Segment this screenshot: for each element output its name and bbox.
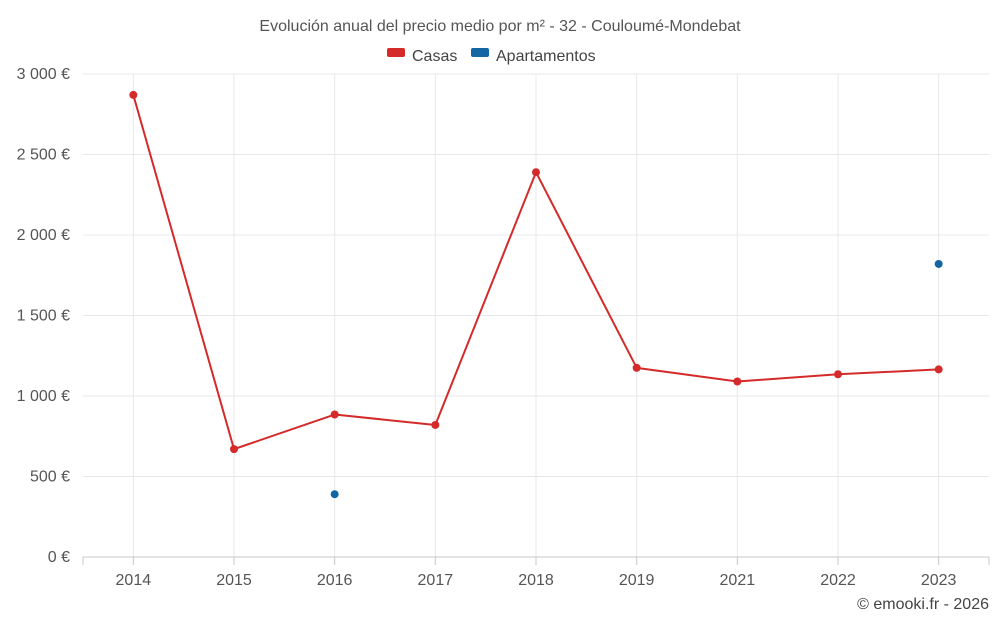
data-point-apartamentos[interactable] [934,259,943,268]
legend-label-casas[interactable]: Casas [412,48,457,65]
legend-label-apartamentos[interactable]: Apartamentos [496,48,596,65]
legend-swatch-apartamentos [471,48,489,57]
chart-title: Evolución anual del precio medio por m² … [259,18,741,35]
chart-series [129,90,943,499]
y-tick-label: 2 000 € [17,227,70,244]
x-tick-label: 2017 [418,572,454,589]
x-tick-label: 2018 [518,572,554,589]
data-point-casas[interactable] [532,168,540,177]
data-point-casas[interactable] [934,365,943,374]
x-tick-label: 2021 [720,572,756,589]
x-axis: 2014 2015 2016 2017 2018 2019 2021 2022 2023 [82,556,990,589]
y-tick-label: 1 000 € [17,388,70,405]
x-tick-label: 2016 [317,572,353,589]
y-tick-label: 500 € [30,469,70,486]
x-tick-label: 2022 [820,572,856,589]
data-point-casas[interactable] [834,370,842,379]
x-tick-label: 2014 [116,572,152,589]
y-axis: 0 € 500 € 1 000 € 1 500 € 2 000 € 2 500 € 3 00… [17,66,70,566]
y-tick-label: 2 500 € [17,147,70,164]
x-tick-label: 2015 [216,572,252,589]
data-point-casas[interactable] [733,377,742,386]
data-point-apartamentos[interactable] [330,490,339,499]
grid-lines [83,73,989,557]
x-tick-label: 2019 [619,572,655,589]
chart-legend: Casas Apartamentos [387,48,596,65]
data-point-casas[interactable] [330,410,339,419]
copyright-credit: © emooki.fr - 2026 [857,596,989,613]
x-tick-label: 2023 [921,572,957,589]
data-point-casas[interactable] [129,90,138,99]
data-point-casas[interactable] [632,363,641,372]
y-tick-label: 0 € [48,549,70,566]
legend-swatch-casas [387,48,405,57]
y-tick-label: 1 500 € [17,308,70,325]
y-tick-label: 3 000 € [17,66,70,83]
data-point-casas[interactable] [230,445,238,454]
data-point-casas[interactable] [431,420,440,429]
